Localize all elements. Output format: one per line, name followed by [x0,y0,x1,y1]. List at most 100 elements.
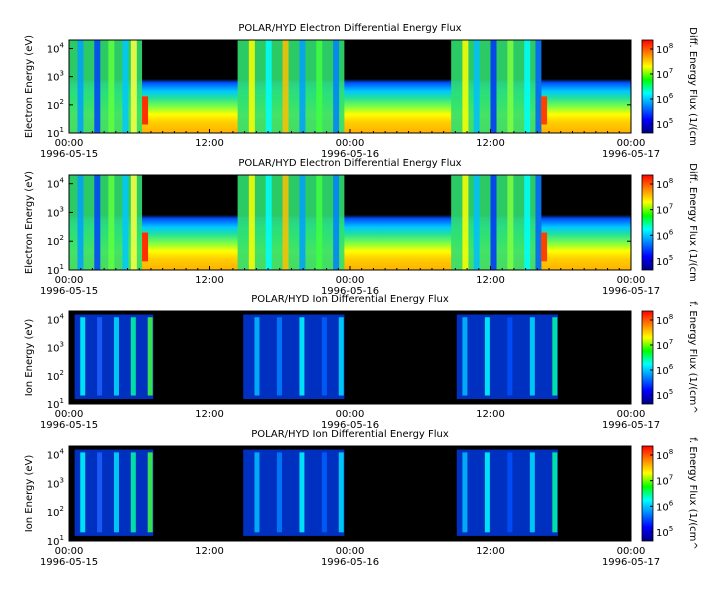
colorbar-tick-label: 108 [656,448,673,462]
heatmap-streak [248,40,255,133]
heatmap-streak [94,175,101,270]
colorbar-tick-label: 106 [656,228,674,242]
x-date-label: 1996-05-15 [40,286,98,297]
x-tick-label: 00:00 [617,138,646,149]
heatmap-hotspot [541,232,548,262]
x-tick-label: 12:00 [195,138,224,149]
colorbar-tick-label: 107 [656,67,673,81]
heatmap-hotspot [142,232,149,262]
y-tick-label: 104 [47,448,65,462]
y-tick-label: 104 [47,177,65,191]
x-tick-label: 00:00 [55,409,84,420]
heatmap-streak [484,452,490,533]
x-tick-label: 00:00 [617,409,646,420]
x-tick-label: 00:00 [336,409,365,420]
y-tick-label: 104 [47,312,65,326]
y-tick-label: 102 [47,98,64,112]
colorbar [641,174,654,271]
heatmap-streak [254,317,260,396]
heatmap-streak [97,452,103,533]
heatmap-streak [462,175,469,270]
heatmap-streak [122,40,129,133]
y-tick-label: 103 [47,70,64,84]
heatmap-streak [321,317,327,396]
heatmap-streak [473,175,480,270]
x-tick-label: 12:00 [476,275,505,286]
heatmap-streak [113,317,119,396]
heatmap-streak [462,317,468,396]
colorbar [641,445,654,542]
colorbar-tick-label: 105 [656,254,673,268]
heatmap-streak [77,40,84,133]
heatmap-streak [535,40,542,133]
colorbar-tick-label: 106 [656,363,674,377]
x-tick-label: 00:00 [336,275,365,286]
x-date-label: 1996-05-16 [321,557,379,568]
heatmap-streak [122,175,129,270]
heatmap-streak [338,317,344,396]
x-date-label: 1996-05-16 [321,149,379,160]
colorbar-tick-label: 105 [656,388,673,402]
heatmap-streak [524,175,531,270]
heatmap-streak [507,40,514,133]
colorbar-tick-label: 108 [656,313,673,327]
heatmap-streak [529,317,535,396]
heatmap-streak [333,175,340,270]
panel-title: POLAR/HYD Ion Differential Energy Flux [251,294,449,305]
heatmap-streak [490,40,497,133]
colorbar-tick-label: 108 [656,177,673,191]
y-tick-label: 101 [47,126,64,140]
heatmap-burst [243,314,345,400]
x-date-label: 1996-05-16 [321,420,379,431]
y-axis-label: Ion Energy (eV) [24,319,35,397]
panel-2: POLAR/HYD Electron Differential Energy F… [24,158,698,297]
heatmap-streak [462,452,468,533]
y-tick-label: 102 [47,234,64,248]
panel-title: POLAR/HYD Electron Differential Energy F… [238,158,461,169]
colorbar-tick-label: 105 [656,117,673,131]
heatmap-streak [316,175,323,270]
heatmap-streak [108,40,115,133]
heatmap-streak [484,317,490,396]
y-tick-label: 101 [47,397,64,411]
heatmap-streak [507,175,514,270]
y-axis-label: Electron Energy (eV) [24,171,35,274]
heatmap-streak [462,40,469,133]
heatmap-burst [237,40,345,133]
x-tick-label: 00:00 [617,546,646,557]
x-tick-label: 12:00 [195,409,224,420]
heatmap-streak [552,317,558,396]
x-tick-label: 00:00 [336,546,365,557]
colorbar-tick-label: 107 [656,338,673,352]
colorbar-tick-label: 105 [656,525,673,539]
colorbar [641,310,654,405]
heatmap-streak [147,452,153,533]
y-axis-label: Ion Energy (eV) [24,455,35,533]
colorbar-label: Diff. Energy Flux (1/(cm [687,163,698,282]
colorbar [641,39,654,134]
heatmap-streak [299,452,305,533]
heatmap-streak [524,40,531,133]
x-date-label: 1996-05-17 [602,420,660,431]
heatmap-streak [507,317,513,396]
x-date-label: 1996-05-17 [602,557,660,568]
heatmap-streak [473,40,480,133]
heatmap-streak [321,452,327,533]
heatmap-streak [338,452,344,533]
x-date-label: 1996-05-16 [321,286,379,297]
heatmap-streak [80,452,86,533]
heatmap-streak [130,452,136,533]
panel-title: POLAR/HYD Ion Differential Energy Flux [251,429,449,440]
heatmap-streak [552,452,558,533]
colorbar-tick-label: 106 [656,499,674,513]
panel-3: POLAR/HYD Ion Differential Energy Flux Io… [24,294,698,431]
panel-4: POLAR/HYD Ion Differential Energy Flux Io… [24,429,698,568]
y-tick-label: 104 [47,41,65,55]
y-tick-label: 101 [47,263,64,277]
colorbar-label: f. Energy Flux (1/(cm^ [687,437,698,549]
y-tick-label: 103 [47,341,64,355]
y-tick-label: 102 [47,505,64,519]
heatmap-streak [535,175,542,270]
heatmap-streak [265,40,272,133]
